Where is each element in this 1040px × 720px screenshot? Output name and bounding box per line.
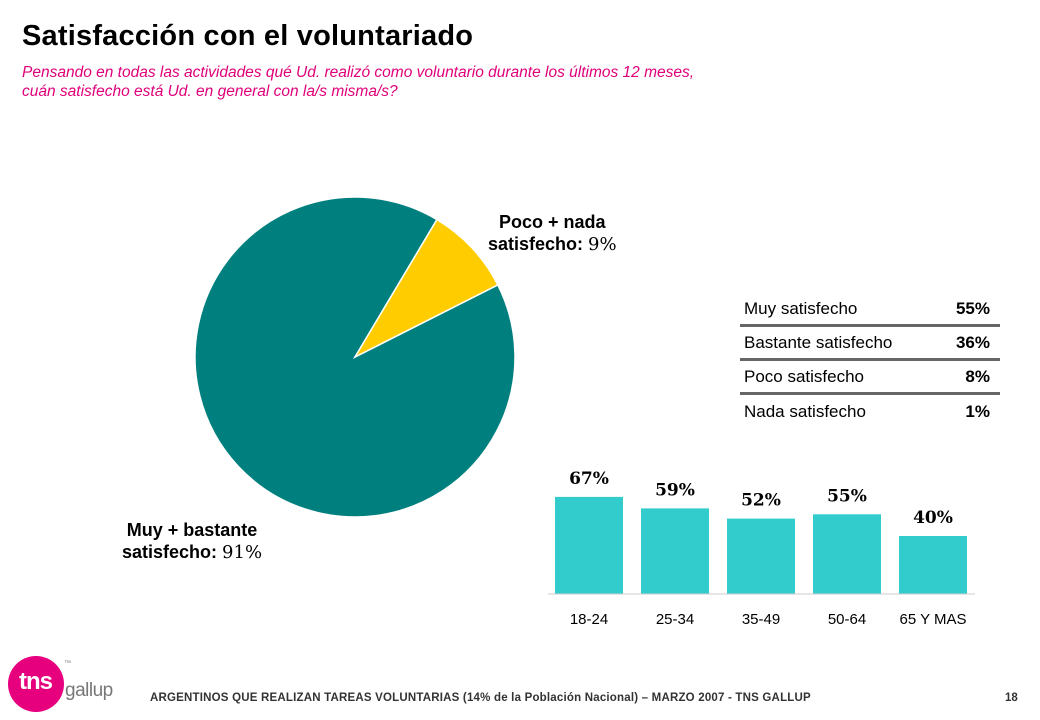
table-row-label: Nada satisfecho (744, 402, 866, 421)
pie-label-poco-nada-text: satisfecho: (488, 234, 584, 254)
logo-gallup-text: gallup (65, 680, 113, 701)
bar-category-label: 25-34 (656, 611, 694, 628)
page-title: Satisfacción con el voluntariado (22, 20, 474, 52)
bar-value-label: 40% (913, 508, 953, 528)
footer-note: ARGENTINOS QUE REALIZAN TAREAS VOLUNTARI… (150, 692, 811, 704)
page-number: 18 (1005, 692, 1018, 704)
table-row: Bastante satisfecho 36% (740, 327, 1000, 361)
table-row-value: 1% (965, 402, 990, 421)
table-row: Nada satisfecho 1% (740, 395, 1000, 429)
table-row-value: 8% (965, 366, 990, 386)
bar-35-49 (727, 518, 795, 594)
bar-category-label: 65 Y MAS (900, 611, 967, 628)
pie-label-muy-bastante-pct: 91% (222, 542, 263, 563)
pie-slice-poco-nada (353, 218, 499, 359)
satisfaction-breakdown-table: Muy satisfecho 55% Bastante satisfecho 3… (740, 293, 1000, 429)
pie-label-muy-bastante-line2: satisfecho: 91% (122, 541, 262, 564)
bar-category-label: 50-64 (828, 611, 866, 628)
table-row-label: Muy satisfecho (744, 298, 858, 318)
bar-value-label: 59% (655, 480, 695, 500)
logo-circle (8, 656, 64, 712)
table-row-value: 36% (955, 332, 990, 352)
pie-label-muy-bastante-line1: Muy + bastante (126, 520, 258, 540)
logo-tns-text: tns (19, 668, 53, 695)
pie-label-muy-bastante: Muy + bastante satisfecho: 91% (122, 519, 262, 564)
table-row-label: Poco satisfecho (744, 366, 865, 386)
tns-gallup-logo: tns ™ gallup (8, 656, 118, 716)
bar-25-34 (641, 508, 709, 594)
table-row-value: 55% (955, 298, 990, 318)
pie-label-poco-nada-pct: 9% (588, 234, 617, 255)
bar-18-24 (555, 496, 623, 594)
page-subtitle: Pensando en todas las actividades qué Ud… (22, 63, 694, 101)
bar-value-label: 55% (827, 486, 867, 506)
table-row: Muy satisfecho 55% (740, 293, 1000, 327)
bar-value-label: 52% (741, 491, 781, 511)
pie-label-muy-bastante-text: satisfecho: (122, 542, 218, 562)
bar-value-label: 67% (569, 469, 609, 489)
bar-category-label: 18-24 (570, 611, 608, 628)
table-row: Poco satisfecho 8% (740, 361, 1000, 395)
logo-trademark: ™ (64, 660, 71, 667)
bar-50-64 (813, 514, 881, 595)
subtitle-line-2: cuán satisfecho está Ud. en general con … (22, 83, 398, 100)
subtitle-line-1: Pensando en todas las actividades qué Ud… (22, 64, 695, 81)
pie-label-poco-nada: Poco + nada satisfecho: 9% (488, 211, 617, 256)
table-row-label: Bastante satisfecho (744, 332, 893, 352)
bar-category-label: 35-49 (742, 611, 780, 628)
pie-label-poco-nada-line1: Poco + nada (499, 212, 606, 232)
bar-65-y-mas (899, 536, 967, 594)
pie-label-poco-nada-line2: satisfecho: 9% (488, 233, 617, 256)
